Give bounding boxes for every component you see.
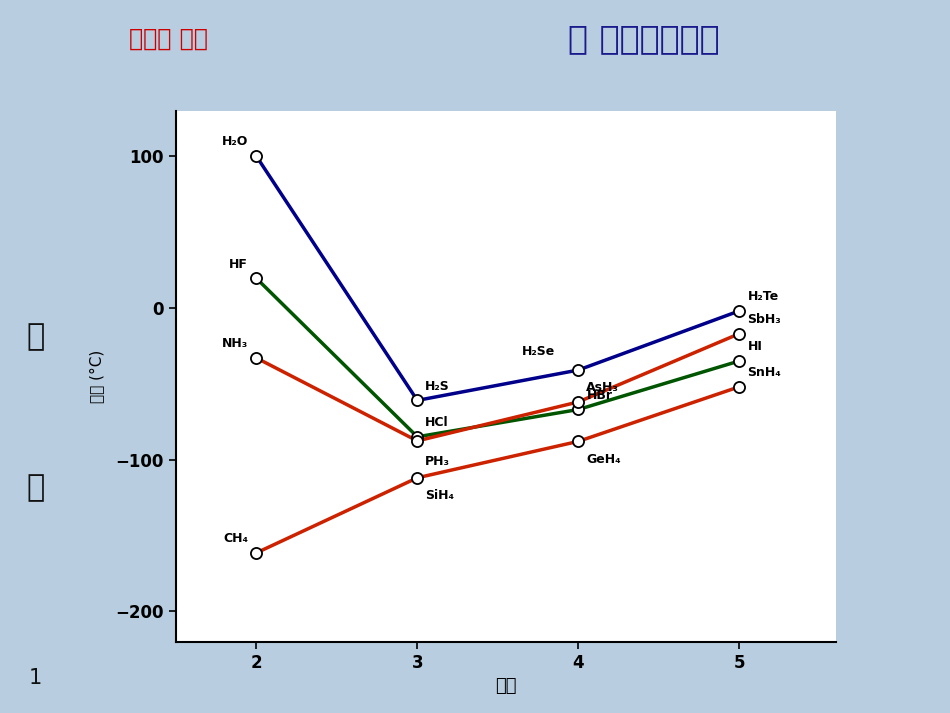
Text: H₂S: H₂S [426,380,450,393]
Text: AsH₃: AsH₃ [586,381,619,394]
Text: H₂Te: H₂Te [748,290,779,303]
Text: CH₄: CH₄ [223,533,248,545]
Text: SbH₃: SbH₃ [748,313,781,326]
Text: PH₃: PH₃ [426,455,450,468]
Text: 1: 1 [29,668,42,688]
Text: HF: HF [229,257,248,271]
Text: 药学院 李伟: 药学院 李伟 [129,26,208,51]
Text: NH₃: NH₃ [222,337,248,350]
Text: SiH₄: SiH₄ [426,489,454,502]
Text: H₂O: H₂O [222,135,248,148]
Text: HCl: HCl [426,416,449,429]
Y-axis label: 沸点 (°C): 沸点 (°C) [89,349,104,403]
Text: SnH₄: SnH₄ [748,366,781,379]
Text: 节 间作用力氢键: 节 间作用力氢键 [568,22,719,55]
Text: 竊: 竊 [27,322,45,352]
Text: HBr: HBr [586,389,613,402]
Text: H₂Se: H₂Se [522,345,555,358]
Text: HI: HI [748,340,762,354]
Text: 鶴: 鶴 [27,473,45,502]
Text: GeH₄: GeH₄ [586,453,621,466]
X-axis label: 周期: 周期 [495,677,517,695]
